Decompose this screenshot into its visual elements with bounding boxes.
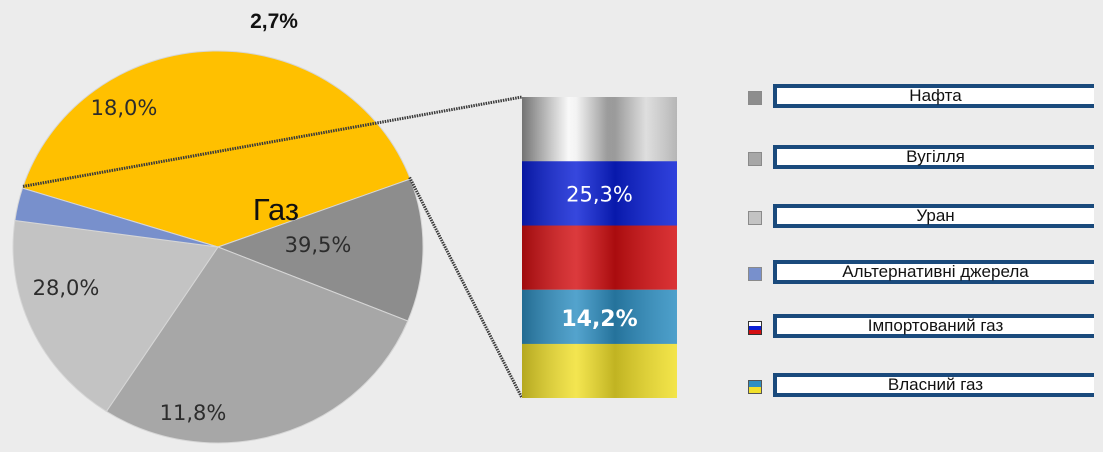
legend-swatch [748, 211, 762, 225]
legend-swatch [748, 267, 762, 281]
pie-slice [105, 246, 409, 444]
flag-shine [522, 97, 677, 398]
legend-swatch [748, 152, 762, 166]
connector-line [22, 95, 523, 188]
legend-label: Вугілля [773, 145, 1094, 169]
legend-item: Власний газ [748, 373, 1098, 403]
legend-swatch [748, 380, 762, 394]
connector-line [408, 176, 524, 399]
legend-item: Альтернативні джерела [748, 260, 1098, 290]
data-label: 14,2% [561, 307, 637, 332]
data-label: 25,3% [566, 182, 633, 206]
legend-item: Імпортований газ [748, 314, 1098, 344]
legend-label: Уран [773, 204, 1094, 228]
data-label: 11,8% [160, 401, 227, 425]
gas-breakdown-bar: 25,3% 14,2% [522, 97, 677, 398]
legend-swatch [748, 321, 762, 335]
legend-item: Вугілля [748, 145, 1098, 175]
legend-swatch [748, 91, 762, 105]
legend-item: Уран [748, 204, 1098, 234]
legend-label: Нафта [773, 84, 1094, 108]
legend-label: Альтернативні джерела [773, 260, 1094, 284]
pie-slice-labels: 39,5% 11,8% 28,0% 18,0% 2,7% Газ [33, 10, 352, 425]
legend-item: Нафта [748, 84, 1098, 114]
pie-slice [12, 219, 219, 413]
data-label: 2,7% [250, 10, 298, 33]
legend-label: Власний газ [773, 373, 1094, 397]
legend-label: Імпортований газ [773, 314, 1094, 338]
connector-lines [22, 95, 524, 399]
data-label: 39,5% [285, 233, 352, 257]
data-label: 28,0% [33, 276, 100, 300]
gas-label: Газ [253, 192, 299, 227]
data-label: 18,0% [91, 96, 158, 120]
pie-slices [12, 50, 424, 444]
pie-slice [14, 187, 219, 248]
